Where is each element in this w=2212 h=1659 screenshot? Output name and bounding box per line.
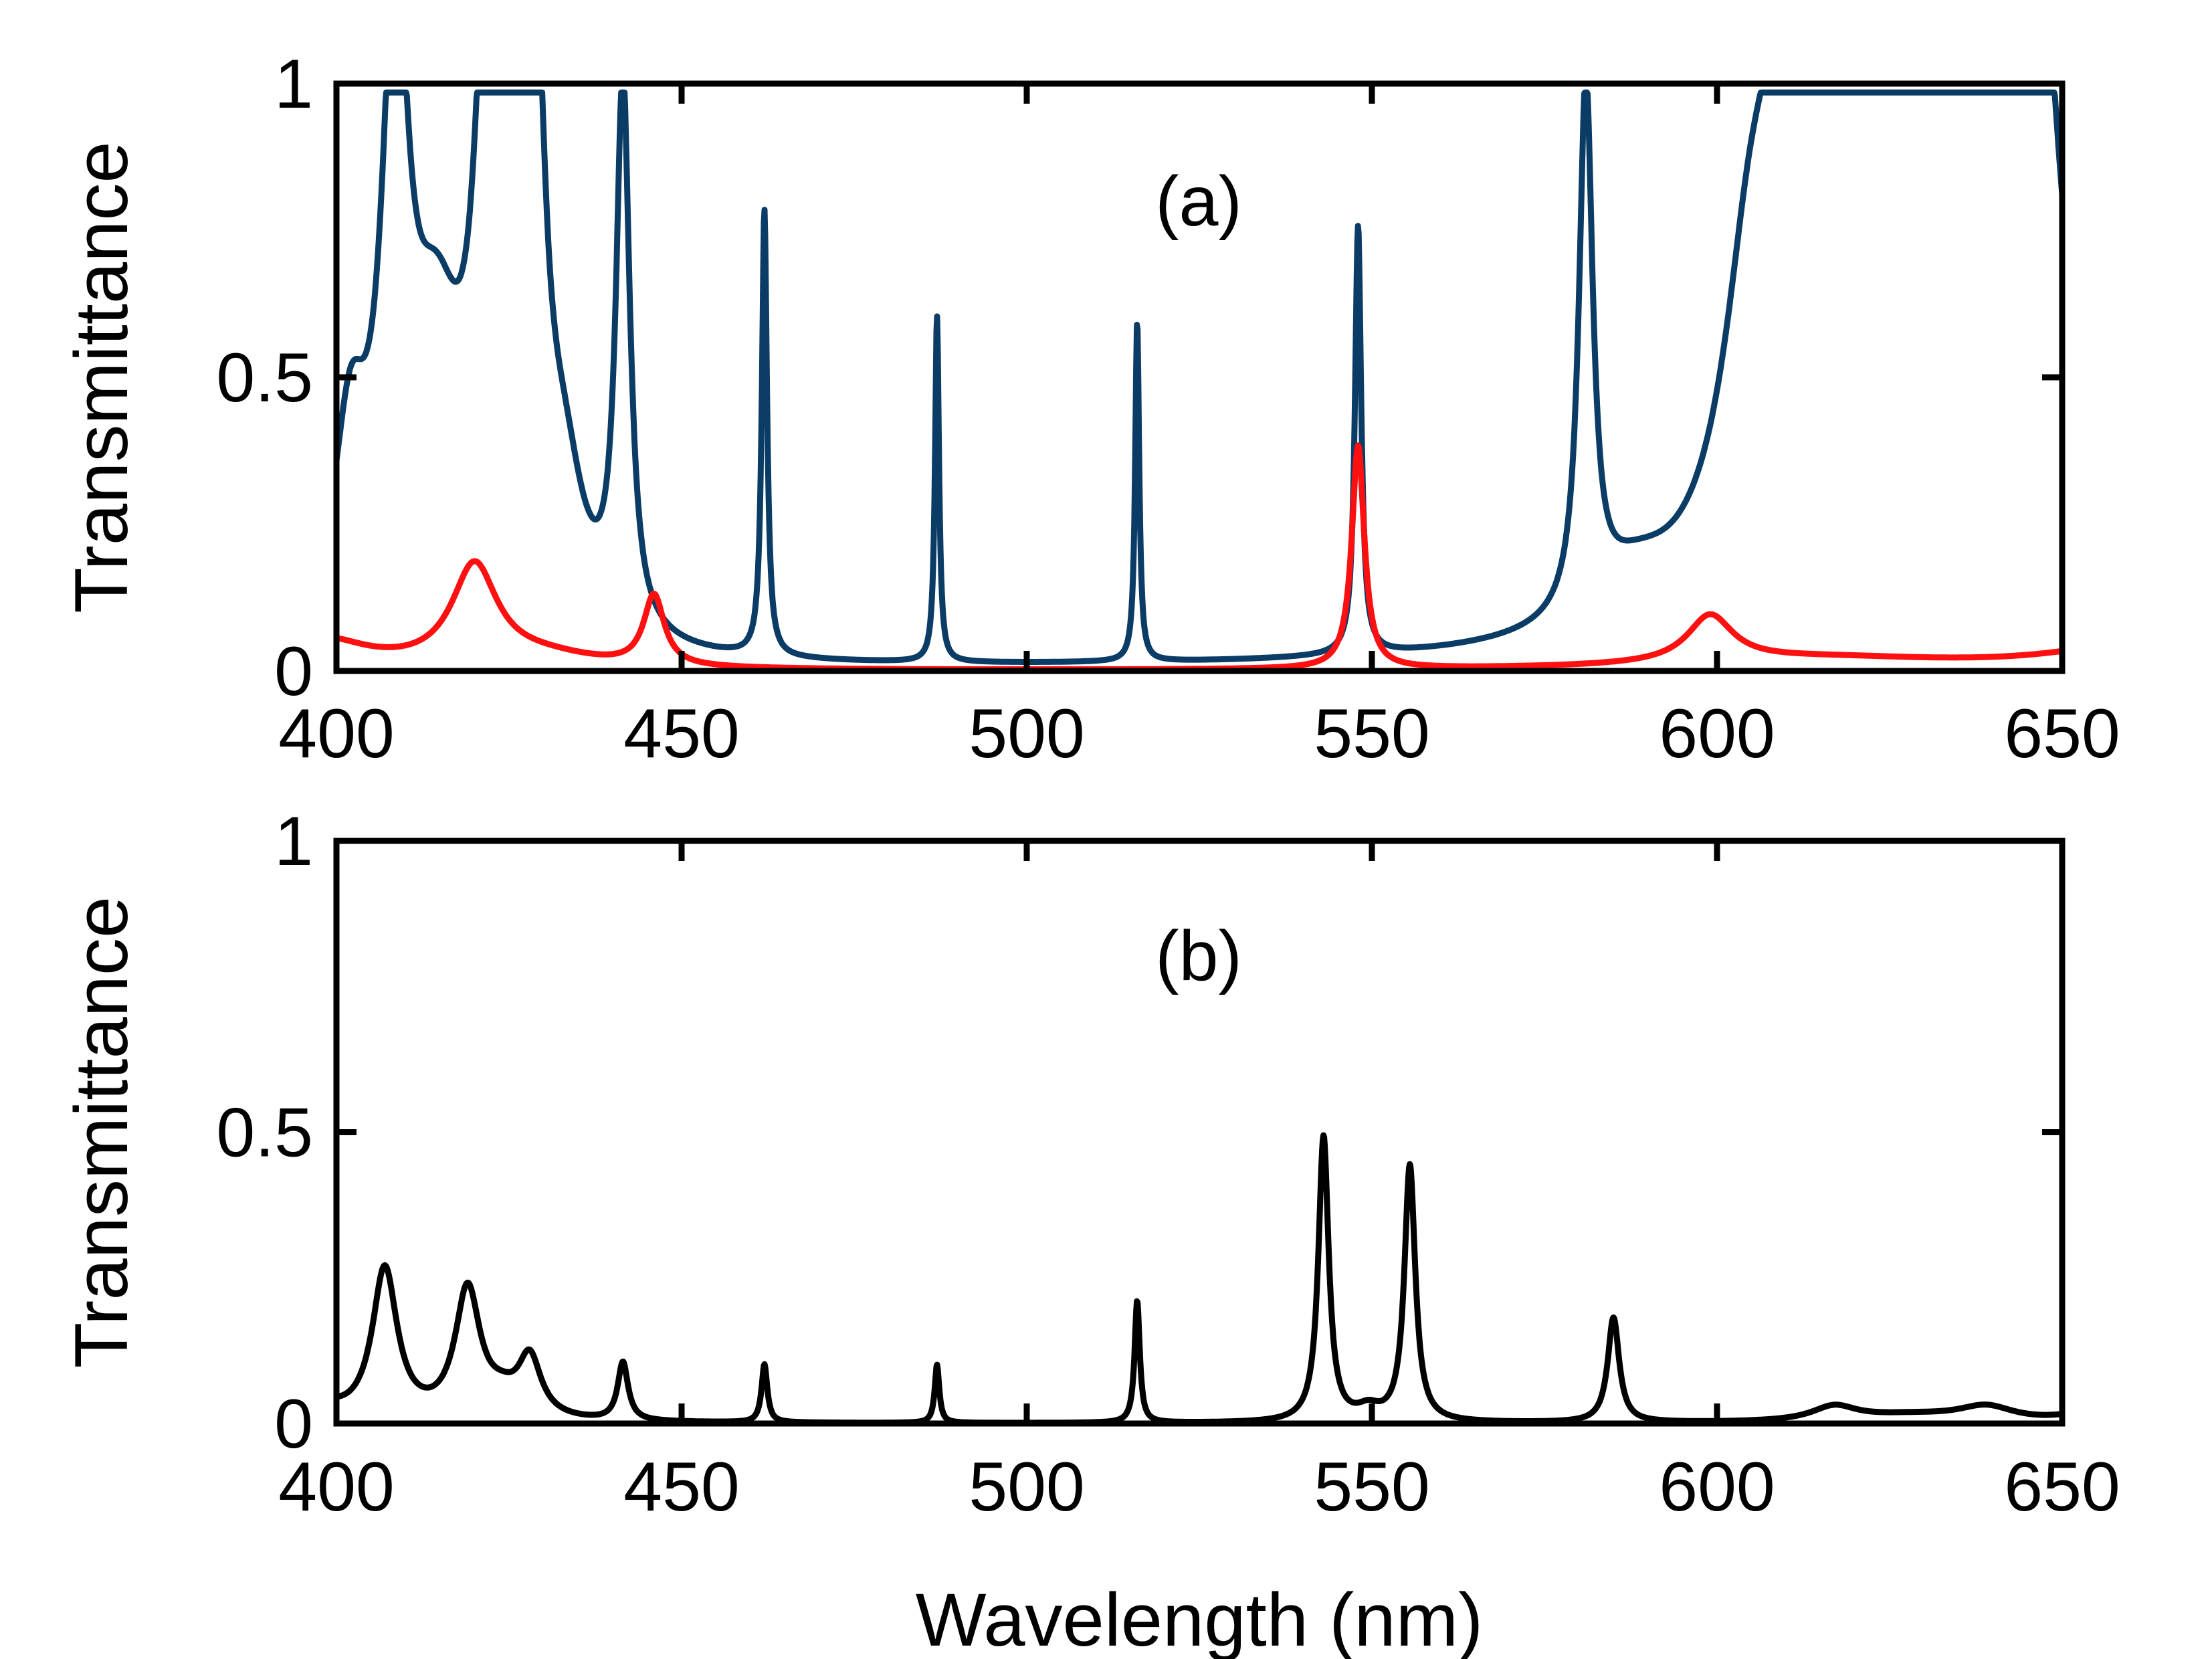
- x-tick-label: 500: [969, 1448, 1085, 1526]
- y-tick-label: 0: [274, 1385, 313, 1463]
- x-tick-label: 550: [1314, 1448, 1430, 1526]
- panel-b: 400 450 500 550 600 650 00.51 Transmittance (…: [60, 803, 2120, 1659]
- y-tick-label: 0.5: [216, 1094, 313, 1172]
- panel-b-y-tick-labels: 00.51: [216, 803, 313, 1463]
- y-tick-label: 1: [274, 803, 313, 880]
- x-tick-label: 400: [278, 695, 395, 773]
- x-tick-label: 600: [1659, 695, 1775, 773]
- panel-a: 400 450 500 550 600 650 00.51 Transmittance (…: [60, 45, 2120, 773]
- x-tick-label: 650: [2004, 695, 2120, 773]
- x-tick-label: 550: [1314, 695, 1430, 773]
- x-tick-label: 600: [1659, 1448, 1775, 1526]
- x-tick-label: 450: [623, 1448, 740, 1526]
- series-line-blue: [336, 89, 2062, 665]
- y-tick-label: 1: [274, 45, 313, 123]
- y-tick-label: 0: [274, 633, 313, 710]
- panel-b-x-tick-labels: 400 450 500 550 600 650: [278, 1448, 2120, 1526]
- panel-b-ticks: [333, 838, 2066, 1427]
- x-tick-label: 400: [278, 1448, 395, 1526]
- x-tick-label: 650: [2004, 1448, 2120, 1526]
- panel-a-y-axis-title: Transmittance: [60, 141, 143, 613]
- series-line-red: [336, 442, 2062, 671]
- x-axis-title: Wavelength (nm): [916, 1578, 1484, 1659]
- panel-a-ticks: [333, 80, 2066, 674]
- panel-b-curves: [336, 1132, 2062, 1424]
- x-tick-label: 500: [969, 695, 1085, 773]
- panel-a-y-tick-labels: 00.51: [216, 45, 313, 710]
- panel-b-label: (b): [1155, 916, 1242, 995]
- series-line-black: [336, 1132, 2062, 1424]
- panel-a-label: (a): [1155, 162, 1242, 241]
- panel-b-y-axis-title: Transmittance: [60, 896, 143, 1368]
- y-tick-label: 0.5: [216, 339, 313, 417]
- x-tick-label: 450: [623, 695, 740, 773]
- panel-a-x-tick-labels: 400 450 500 550 600 650: [278, 695, 2120, 773]
